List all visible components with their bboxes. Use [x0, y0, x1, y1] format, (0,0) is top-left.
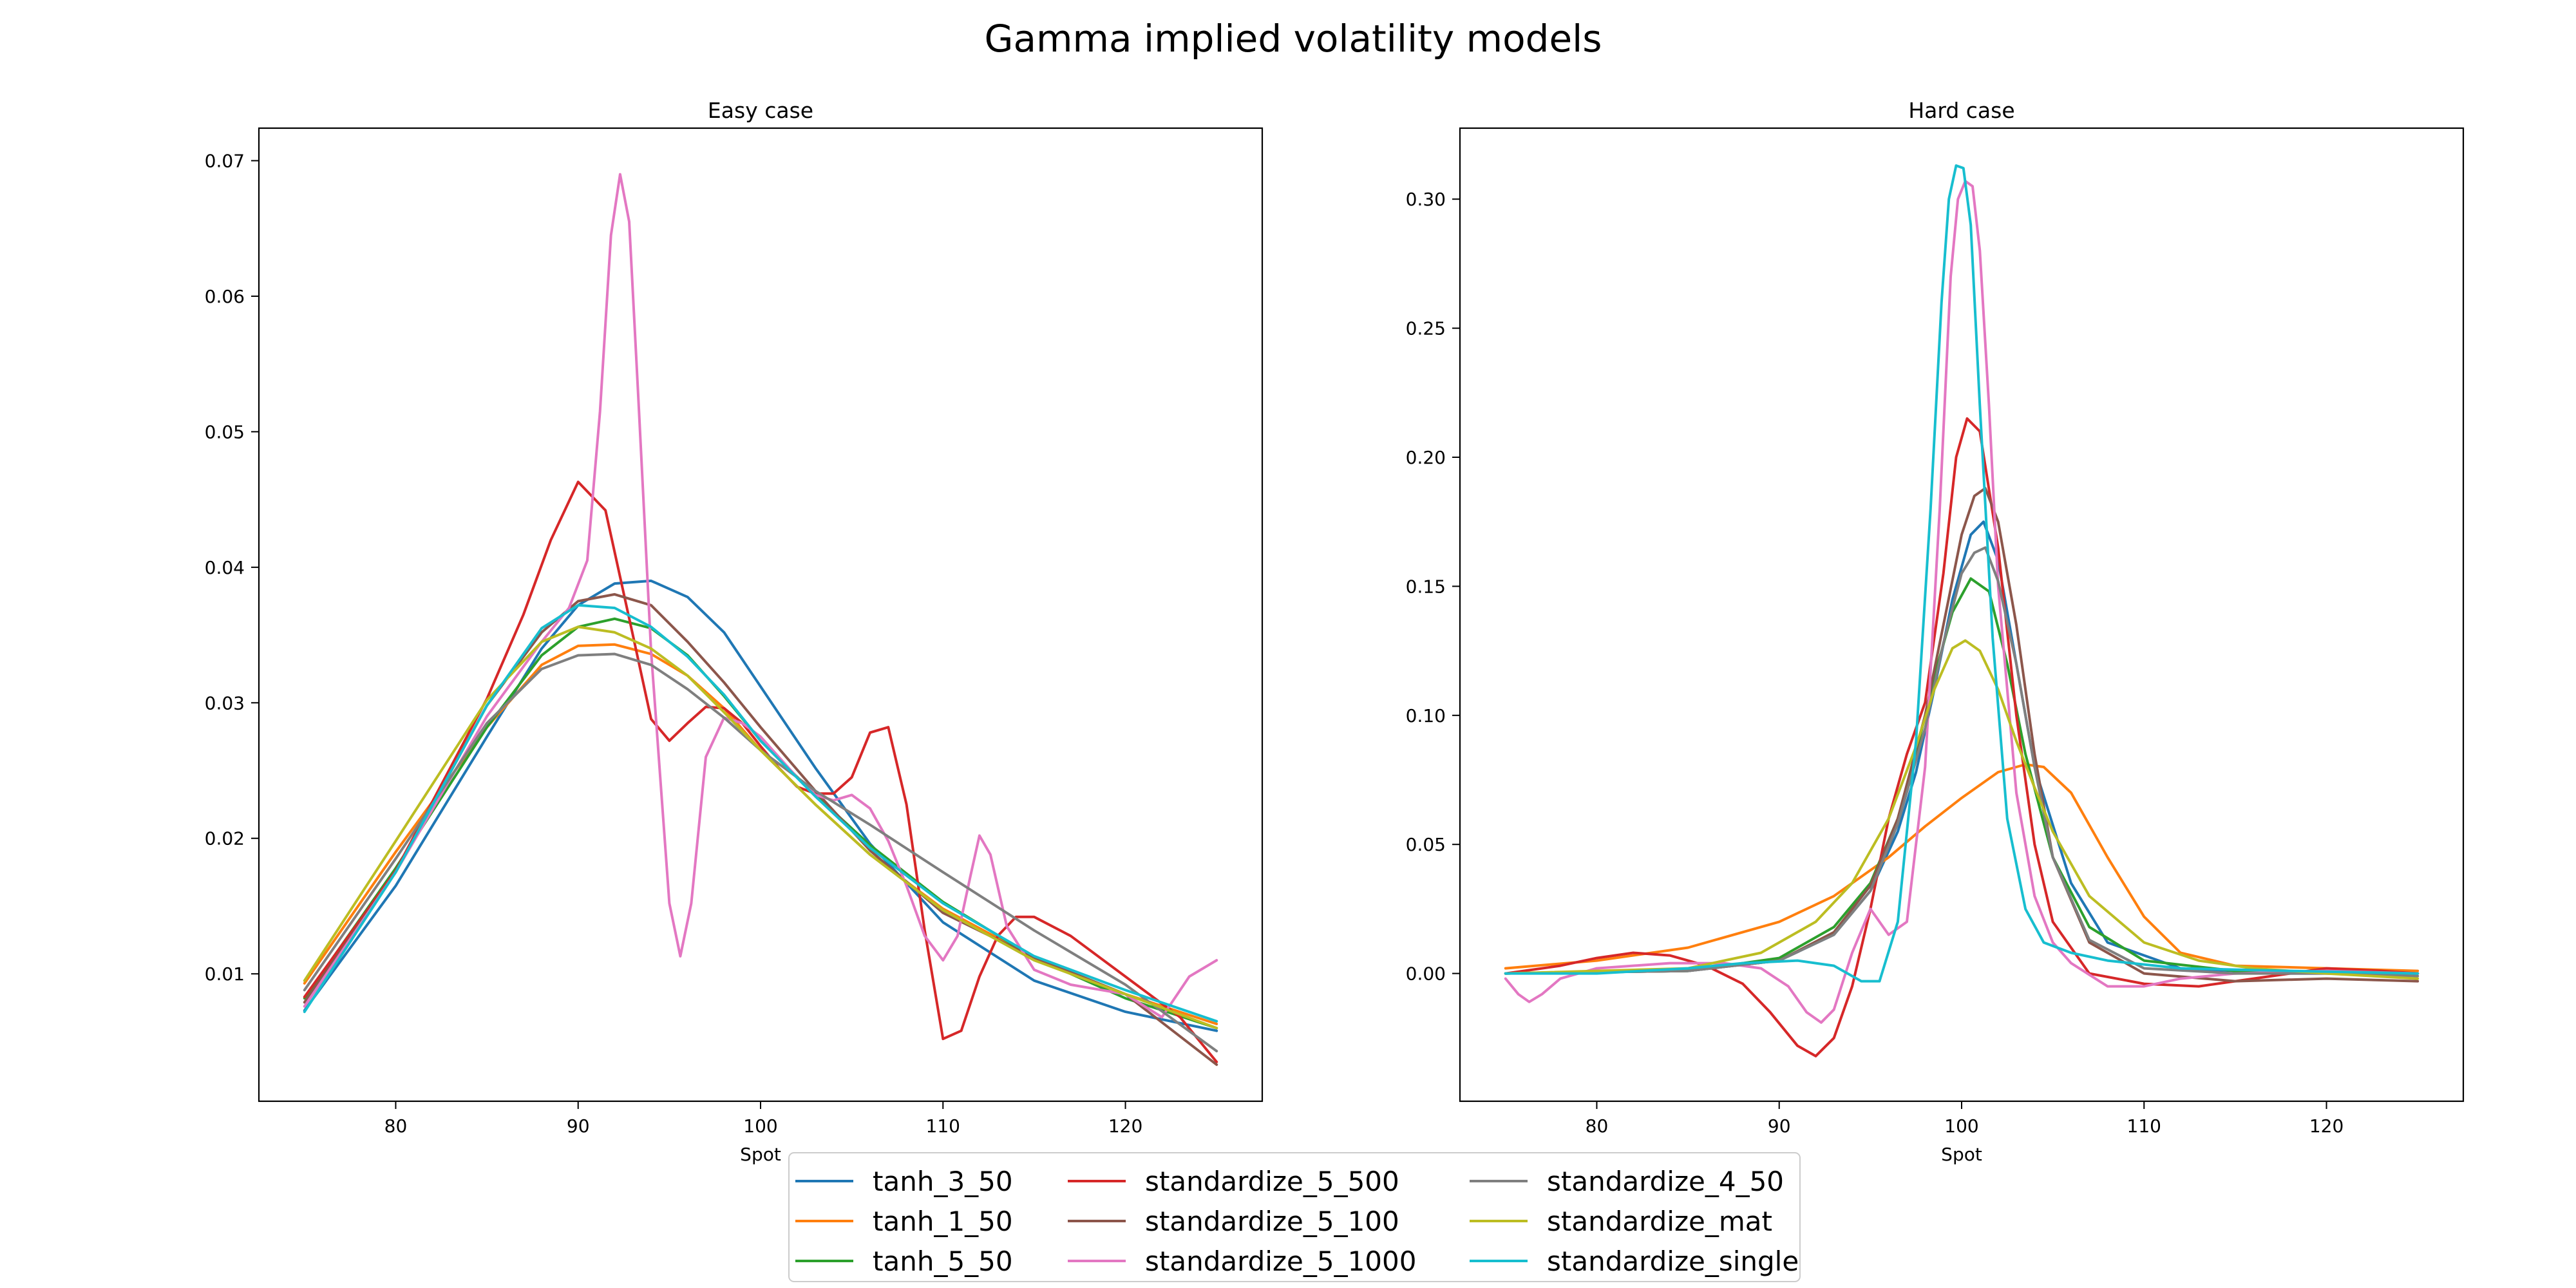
legend-item-standardize-5-1000: standardize_5_1000 — [1068, 1245, 1416, 1277]
subplot-title: Easy case — [708, 98, 813, 123]
series-line-tanh-1-50 — [1504, 763, 2420, 972]
panel-easy: 80 90 100 110 120 0.01 0.02 0.03 0.04 0.05 0.06 0.0… — [205, 98, 1264, 1165]
y-tick-label: 0.25 — [1406, 318, 1446, 339]
subplot-title: Hard case — [1908, 98, 2014, 123]
series-line-standardize-5-1000 — [1504, 180, 2420, 1024]
x-tick-label: 110 — [926, 1115, 960, 1137]
legend-label: tanh_5_50 — [873, 1245, 1013, 1277]
x-tick-label: 100 — [1944, 1115, 1978, 1137]
y-tick-label: 0.20 — [1406, 447, 1446, 468]
y-tick-label: 0.07 — [205, 151, 245, 172]
y-tick-label: 0.10 — [1406, 705, 1446, 726]
y-tick-label: 0.01 — [205, 963, 245, 985]
legend-label: standardize_5_500 — [1145, 1166, 1399, 1197]
legend-item-standardize-5-100: standardize_5_100 — [1068, 1206, 1399, 1237]
y-tick-label: 0.03 — [205, 692, 245, 714]
x-tick-label: 120 — [1108, 1115, 1142, 1137]
legend: tanh_3_50 tanh_1_50 tanh_5_50 standardize_5… — [788, 1152, 1801, 1282]
legend-label: tanh_1_50 — [873, 1206, 1013, 1237]
x-tick-label: 120 — [2309, 1115, 2344, 1137]
legend-label: standardize_5_100 — [1145, 1206, 1399, 1237]
legend-label: standardize_mat — [1547, 1206, 1772, 1237]
legend-item-standardize-single: standardize_single — [1470, 1245, 1799, 1277]
legend-item-standardize-4-50: standardize_4_50 — [1470, 1166, 1784, 1197]
x-axis-label: Spot — [1941, 1144, 1982, 1165]
x-tick-label: 100 — [743, 1115, 777, 1137]
y-tick-label: 0.15 — [1406, 576, 1446, 597]
series-line-standardize-4-50 — [303, 652, 1218, 1053]
legend-item-tanh-5-50: tanh_5_50 — [795, 1245, 1013, 1277]
y-tick-label: 0.05 — [205, 421, 245, 442]
legend-label: standardize_5_1000 — [1145, 1245, 1416, 1277]
series-line-standardize-single — [303, 603, 1218, 1023]
y-tick-label: 0.30 — [1406, 189, 1446, 210]
plot-panels: 80 90 100 110 120 0.01 0.02 0.03 0.04 0.05 0.06 0.0… — [205, 98, 2465, 1165]
legend-label: standardize_4_50 — [1547, 1166, 1784, 1197]
legend-item-standardize-5-500: standardize_5_500 — [1068, 1166, 1399, 1197]
legend-item-tanh-3-50: tanh_3_50 — [795, 1166, 1013, 1197]
x-tick-label: 80 — [1586, 1115, 1609, 1137]
series-lines — [303, 173, 1218, 1066]
y-tick-label: 0.00 — [1406, 963, 1446, 985]
x-tick-label: 90 — [567, 1115, 590, 1137]
x-tick-label: 110 — [2127, 1115, 2161, 1137]
x-tick-label: 90 — [1768, 1115, 1791, 1137]
series-line-standardize-5-100 — [1504, 487, 2420, 983]
figure-title: Gamma implied volatility models — [985, 17, 1602, 61]
series-line-tanh-5-50 — [1504, 577, 2420, 975]
y-tick-label: 0.05 — [1406, 834, 1446, 855]
y-tick-label: 0.02 — [205, 828, 245, 849]
y-tick-label: 0.06 — [205, 286, 245, 307]
series-line-standardize-mat — [303, 625, 1218, 1030]
legend-item-tanh-1-50: tanh_1_50 — [795, 1206, 1013, 1237]
y-tick-label: 0.04 — [205, 557, 245, 578]
series-lines — [1504, 164, 2420, 1057]
panel-hard: 80 90 100 110 120 0.00 0.05 0.10 0.15 0.20 0.25 0.3… — [1406, 98, 2465, 1165]
x-tick-label: 80 — [384, 1115, 408, 1137]
legend-frame — [788, 1152, 1801, 1282]
series-line-standardize-mat — [1504, 639, 2420, 980]
series-line-standardize-single — [1504, 164, 2420, 983]
legend-label: standardize_single — [1547, 1245, 1799, 1277]
x-axis-label: Spot — [740, 1144, 781, 1165]
legend-label: tanh_3_50 — [873, 1166, 1013, 1197]
legend-item-standardize-mat: standardize_mat — [1470, 1206, 1772, 1237]
